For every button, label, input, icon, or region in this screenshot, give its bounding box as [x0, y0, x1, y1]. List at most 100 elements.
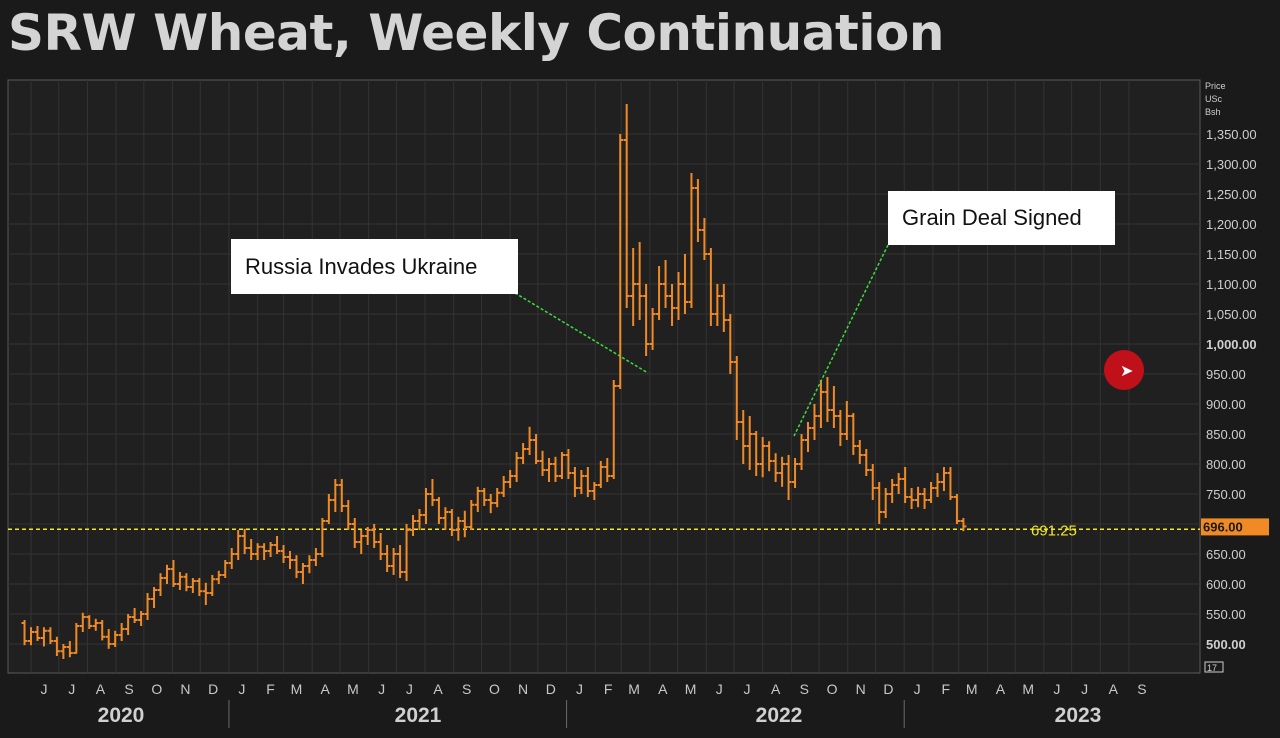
ohlc-bar — [558, 452, 565, 479]
x-month-label: M — [291, 681, 303, 697]
ohlc-bar — [222, 560, 229, 578]
ohlc-bar — [202, 582, 209, 605]
x-month-label: S — [1137, 681, 1146, 697]
ohlc-bar — [805, 422, 811, 452]
ohlc-bar — [118, 623, 125, 641]
ohlc-bar — [824, 377, 831, 422]
ohlc-bar — [215, 570, 222, 584]
ohlc-bar — [163, 564, 170, 584]
x-month-label: J — [1053, 681, 1060, 697]
x-month-label: D — [883, 681, 893, 697]
ohlc-bar — [843, 401, 850, 440]
ohlc-bar — [785, 455, 792, 500]
ohlc-bar — [358, 530, 365, 554]
ohlc-bar — [442, 507, 449, 530]
ohlc-bar — [183, 573, 190, 592]
ohlc-bar — [940, 467, 947, 491]
ohlc-bar — [746, 416, 753, 470]
ohlc-bar — [507, 470, 514, 488]
ohlc-bar — [422, 488, 429, 524]
ohlc-bar — [759, 437, 766, 478]
x-month-label: J — [716, 681, 723, 697]
ohlc-bar — [66, 641, 73, 658]
scale-marker — [1204, 661, 1224, 673]
ohlc-bar — [869, 464, 876, 500]
ohlc-bar — [707, 248, 714, 326]
ohlc-bar — [817, 380, 824, 428]
ohlc-bar — [584, 467, 591, 497]
ohlc-bar — [228, 548, 235, 569]
x-month-label: O — [151, 681, 162, 697]
ohlc-bar — [656, 266, 663, 320]
ohlc-bar — [299, 563, 306, 584]
ohlc-bar — [429, 479, 436, 506]
ohlc-bar — [623, 104, 630, 308]
pointer-cursor-icon: ➤ — [1120, 363, 1134, 380]
y-tick-label: 1,200.00 — [1206, 217, 1257, 232]
ohlc-bar — [688, 173, 695, 308]
x-month-label: M — [1022, 681, 1034, 697]
ohlc-bar — [34, 626, 41, 641]
ohlc-bar — [895, 473, 902, 494]
ohlc-bar — [131, 608, 138, 623]
ohlc-bar — [112, 630, 119, 647]
x-month-label: F — [942, 681, 951, 697]
x-month-label: J — [378, 681, 385, 697]
x-month-label: A — [996, 681, 1006, 697]
ohlc-bar — [92, 618, 99, 631]
ohlc-bar — [720, 284, 727, 332]
ohlc-bar — [338, 479, 345, 512]
ohlc-bar — [261, 543, 268, 560]
current-price-label: 696.00 — [1203, 519, 1243, 534]
ohlc-bar — [766, 441, 773, 472]
ohlc-bar — [500, 476, 507, 497]
x-month-label: F — [604, 681, 613, 697]
ohlc-bar — [196, 578, 203, 596]
ohlc-bar — [53, 636, 60, 656]
ohlc-bar — [267, 542, 274, 557]
ohlc-bar — [539, 450, 546, 476]
ohlc-bar — [390, 548, 397, 575]
reference-line-label: 691.25 — [1031, 522, 1077, 539]
ohlc-bar — [248, 539, 255, 560]
x-month-label: J — [914, 681, 921, 697]
x-month-label: J — [238, 681, 245, 697]
y-tick-label: 1,250.00 — [1206, 187, 1257, 202]
ohlc-bar — [209, 575, 216, 596]
x-month-label: S — [800, 681, 809, 697]
ohlc-bar — [384, 545, 391, 572]
ohlc-bar — [73, 623, 80, 654]
x-month-label: N — [856, 681, 866, 697]
y-tick-label: 750.00 — [1206, 487, 1246, 502]
x-month-label: O — [489, 681, 500, 697]
x-month-label: S — [462, 681, 471, 697]
ohlc-bar — [176, 572, 183, 590]
ohlc-bar — [902, 467, 909, 503]
ohlc-bar — [792, 458, 799, 488]
ohlc-bar — [377, 533, 384, 560]
x-month-label: J — [743, 681, 750, 697]
ohlc-bar — [552, 456, 559, 482]
y-tick-label: 550.00 — [1206, 607, 1246, 622]
russia-callout-connector — [514, 292, 649, 374]
ohlc-bar — [701, 218, 708, 260]
ohlc-bar — [727, 314, 734, 374]
y-tick-label: 1,100.00 — [1206, 277, 1257, 292]
x-month-label: A — [433, 681, 443, 697]
grain-callout-connector — [793, 244, 889, 437]
ohlc-bar — [345, 500, 352, 530]
x-month-label: J — [40, 681, 47, 697]
ohlc-bar — [274, 536, 281, 554]
y-tick-label: 850.00 — [1206, 427, 1246, 442]
ohlc-bar — [99, 620, 106, 641]
ohlc-bar — [850, 413, 857, 455]
x-month-label: D — [208, 681, 218, 697]
x-month-label: M — [685, 681, 697, 697]
ohlc-bar — [325, 494, 332, 524]
ohlc-bar — [753, 431, 760, 476]
x-year-label: 2020 — [98, 704, 145, 727]
ohlc-bar — [189, 578, 196, 593]
ohlc-bar — [533, 434, 540, 464]
ohlc-bar — [125, 614, 132, 635]
